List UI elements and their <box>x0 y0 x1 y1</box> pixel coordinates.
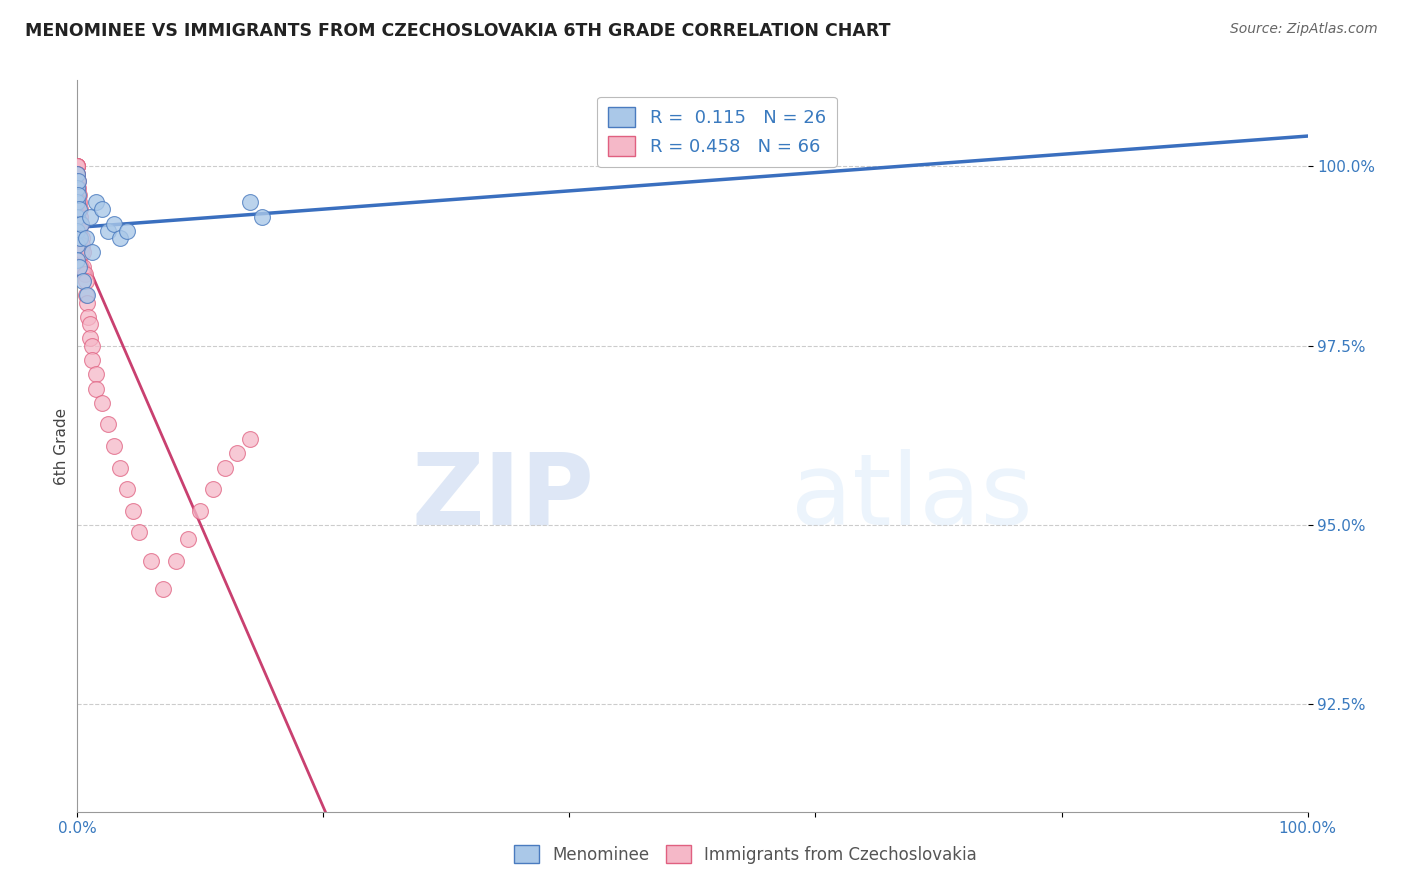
Point <box>66 217 89 231</box>
Point <box>177 533 200 547</box>
Point <box>79 210 101 224</box>
Point <box>66 181 89 195</box>
Point <box>66 167 89 181</box>
Point <box>188 503 212 517</box>
Point <box>77 310 100 324</box>
Point <box>66 202 89 217</box>
Point <box>70 238 93 252</box>
Point <box>66 238 89 252</box>
Point <box>239 195 262 210</box>
Text: ZIP: ZIP <box>411 449 595 546</box>
Text: atlas: atlas <box>792 449 1032 546</box>
Point <box>82 338 104 352</box>
Point <box>66 174 89 188</box>
Point <box>115 482 138 496</box>
Point <box>115 224 138 238</box>
Point <box>72 245 94 260</box>
Point <box>66 210 89 224</box>
Point <box>97 224 120 238</box>
Point <box>66 195 89 210</box>
Point <box>66 159 89 173</box>
Point <box>82 245 104 260</box>
Point <box>70 217 93 231</box>
Point <box>66 181 89 195</box>
Point <box>75 274 97 288</box>
Point <box>66 181 89 195</box>
Point <box>66 202 89 217</box>
Point <box>69 210 91 224</box>
Point <box>67 210 90 224</box>
Point <box>97 417 120 432</box>
Point <box>75 288 97 302</box>
Point <box>165 554 187 568</box>
Point <box>73 267 96 281</box>
Legend: R =  0.115   N = 26, R = 0.458   N = 66: R = 0.115 N = 26, R = 0.458 N = 66 <box>598 96 837 167</box>
Point <box>84 382 107 396</box>
Point <box>226 446 249 460</box>
Point <box>66 174 89 188</box>
Point <box>90 202 114 217</box>
Point <box>66 188 89 202</box>
Point <box>66 252 89 267</box>
Point <box>69 202 91 217</box>
Point <box>66 231 89 245</box>
Point <box>69 231 91 245</box>
Point <box>84 368 107 382</box>
Point <box>66 174 89 188</box>
Text: MENOMINEE VS IMMIGRANTS FROM CZECHOSLOVAKIA 6TH GRADE CORRELATION CHART: MENOMINEE VS IMMIGRANTS FROM CZECHOSLOVA… <box>25 22 891 40</box>
Point <box>152 582 174 597</box>
Point <box>103 217 125 231</box>
Legend: Menominee, Immigrants from Czechoslovakia: Menominee, Immigrants from Czechoslovaki… <box>508 838 983 871</box>
Point <box>110 231 132 245</box>
Point <box>67 260 90 274</box>
Point <box>66 210 89 224</box>
Point <box>66 159 89 173</box>
Point <box>67 181 90 195</box>
Point <box>66 174 89 188</box>
Point <box>121 503 143 517</box>
Point <box>70 245 93 260</box>
Point <box>67 224 90 238</box>
Point <box>214 460 236 475</box>
Point <box>70 217 93 231</box>
Point <box>79 317 101 331</box>
Text: Source: ZipAtlas.com: Source: ZipAtlas.com <box>1230 22 1378 37</box>
Point <box>66 224 89 238</box>
Point <box>76 295 98 310</box>
Point <box>67 188 90 202</box>
Point <box>72 274 94 288</box>
Point <box>69 238 91 252</box>
Point <box>72 260 94 274</box>
Point <box>67 217 90 231</box>
Point <box>90 396 114 410</box>
Point <box>70 231 93 245</box>
Point <box>66 167 89 181</box>
Point <box>66 159 89 173</box>
Point <box>67 202 90 217</box>
Point <box>84 195 107 210</box>
Point <box>66 195 89 210</box>
Point <box>110 460 132 475</box>
Point <box>67 195 90 210</box>
Point <box>66 224 89 238</box>
Point <box>201 482 224 496</box>
Point <box>66 217 89 231</box>
Point <box>103 439 125 453</box>
Point <box>141 554 163 568</box>
Point <box>75 231 97 245</box>
Point <box>239 432 262 446</box>
Point <box>66 195 89 210</box>
Point <box>66 159 89 173</box>
Point <box>82 353 104 368</box>
Point <box>66 188 89 202</box>
Y-axis label: 6th Grade: 6th Grade <box>53 408 69 484</box>
Point <box>66 159 89 173</box>
Point <box>76 288 98 302</box>
Point <box>66 167 89 181</box>
Point <box>250 210 273 224</box>
Point <box>79 331 101 345</box>
Point <box>128 524 150 539</box>
Point <box>69 231 91 245</box>
Point <box>67 188 90 202</box>
